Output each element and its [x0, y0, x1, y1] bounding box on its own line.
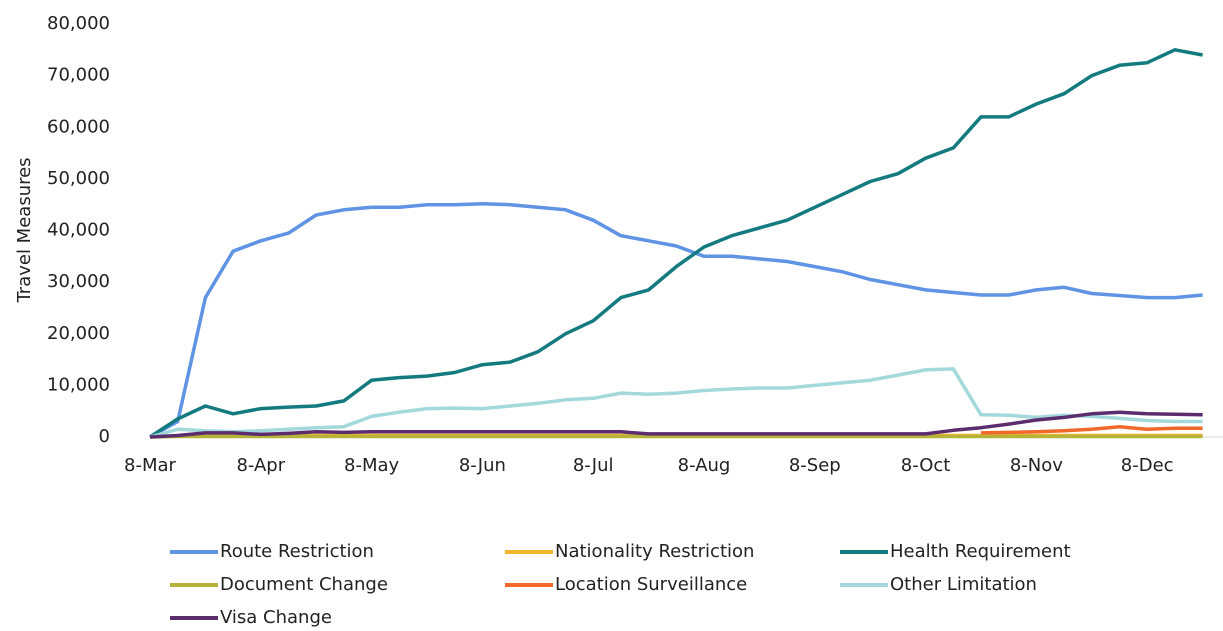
x-tick-label: 8-Mar [124, 455, 177, 476]
legend-label: Other Limitation [890, 574, 1037, 595]
x-tick-label: 8-Jul [573, 455, 614, 476]
legend-label: Nationality Restriction [555, 541, 754, 562]
x-tick-label: 8-Nov [1010, 455, 1063, 476]
legend-label: Route Restriction [220, 541, 374, 562]
x-tick-label: 8-Dec [1121, 455, 1174, 476]
y-tick-label: 20,000 [47, 323, 110, 344]
y-tick-label: 80,000 [47, 13, 110, 34]
x-tick-label: 8-Sep [789, 455, 841, 476]
y-tick-label: 40,000 [47, 220, 110, 241]
x-tick-label: 8-Aug [678, 455, 731, 476]
series-line [149, 201, 1203, 439]
x-tick-label: 8-Oct [901, 455, 951, 476]
y-axis-label: Travel Measures [14, 157, 35, 303]
series-line [149, 434, 1203, 439]
y-tick-label: 0 [99, 426, 110, 447]
x-tick-label: 8-May [344, 455, 400, 476]
series-line [149, 367, 1203, 439]
legend-label: Health Requirement [890, 541, 1071, 562]
legend-label: Location Surveillance [555, 574, 747, 595]
y-tick-label: 60,000 [47, 116, 110, 137]
y-tick-label: 10,000 [47, 374, 110, 395]
x-tick-label: 8-Jun [459, 455, 506, 476]
series-line [149, 410, 1203, 439]
y-tick-label: 30,000 [47, 271, 110, 292]
y-tick-label: 50,000 [47, 168, 110, 189]
legend-label: Visa Change [220, 607, 332, 628]
legend-label: Document Change [220, 574, 388, 595]
y-tick-label: 70,000 [47, 65, 110, 86]
series-line [980, 424, 1203, 435]
series-line [149, 48, 1203, 439]
x-tick-label: 8-Apr [236, 455, 285, 476]
